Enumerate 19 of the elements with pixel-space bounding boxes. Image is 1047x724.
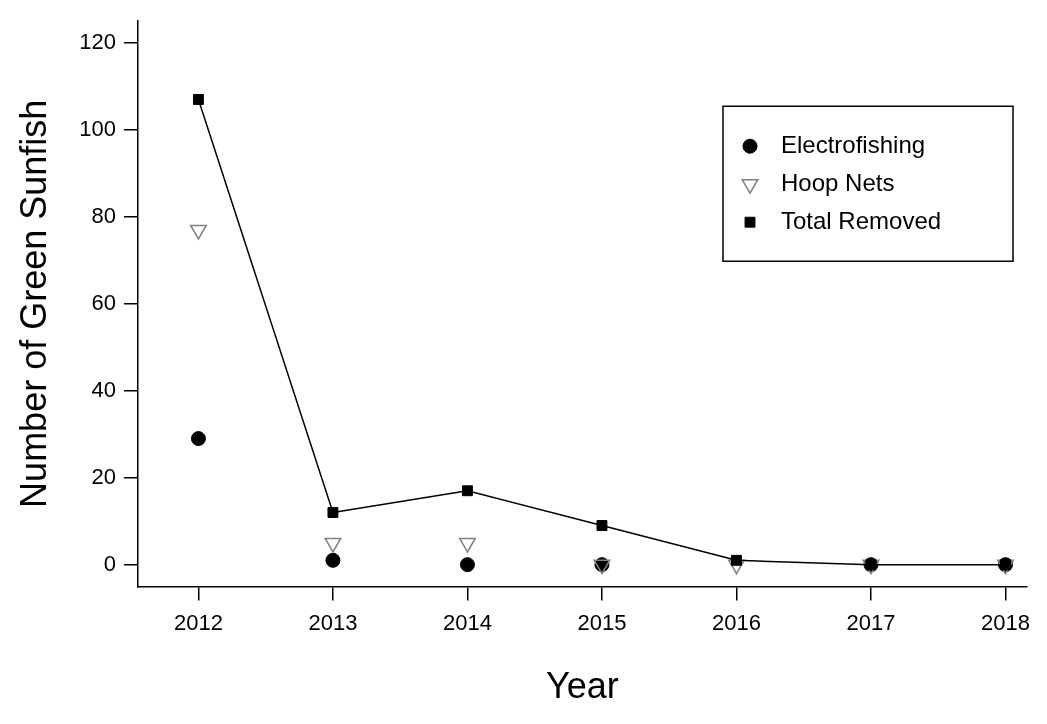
- x-tick-label: 2013: [308, 609, 358, 635]
- y-tick-label: 60: [91, 289, 116, 315]
- legend-label: Hoop Nets: [781, 168, 895, 196]
- legend-label: Total Removed: [781, 206, 942, 234]
- y-tick-label: 40: [91, 376, 116, 402]
- x-tick-label: 2012: [173, 609, 223, 635]
- legend-label: Electrofishing: [781, 130, 926, 158]
- x-tick-label: 2017: [846, 609, 896, 635]
- x-tick-label: 2014: [442, 609, 492, 635]
- y-tick-label: 120: [79, 29, 116, 54]
- y-tick-label: 80: [91, 202, 116, 228]
- x-axis-title: Year: [546, 665, 619, 707]
- x-tick-label: 2015: [577, 609, 627, 635]
- y-tick-label: 20: [91, 463, 116, 489]
- y-axis-title: Number of Green Sunfish: [12, 99, 54, 508]
- y-tick-label: 0: [103, 550, 116, 576]
- x-tick-label: 2016: [711, 609, 761, 635]
- y-tick-label: 100: [79, 115, 116, 141]
- x-tick-label: 2018: [981, 609, 1030, 635]
